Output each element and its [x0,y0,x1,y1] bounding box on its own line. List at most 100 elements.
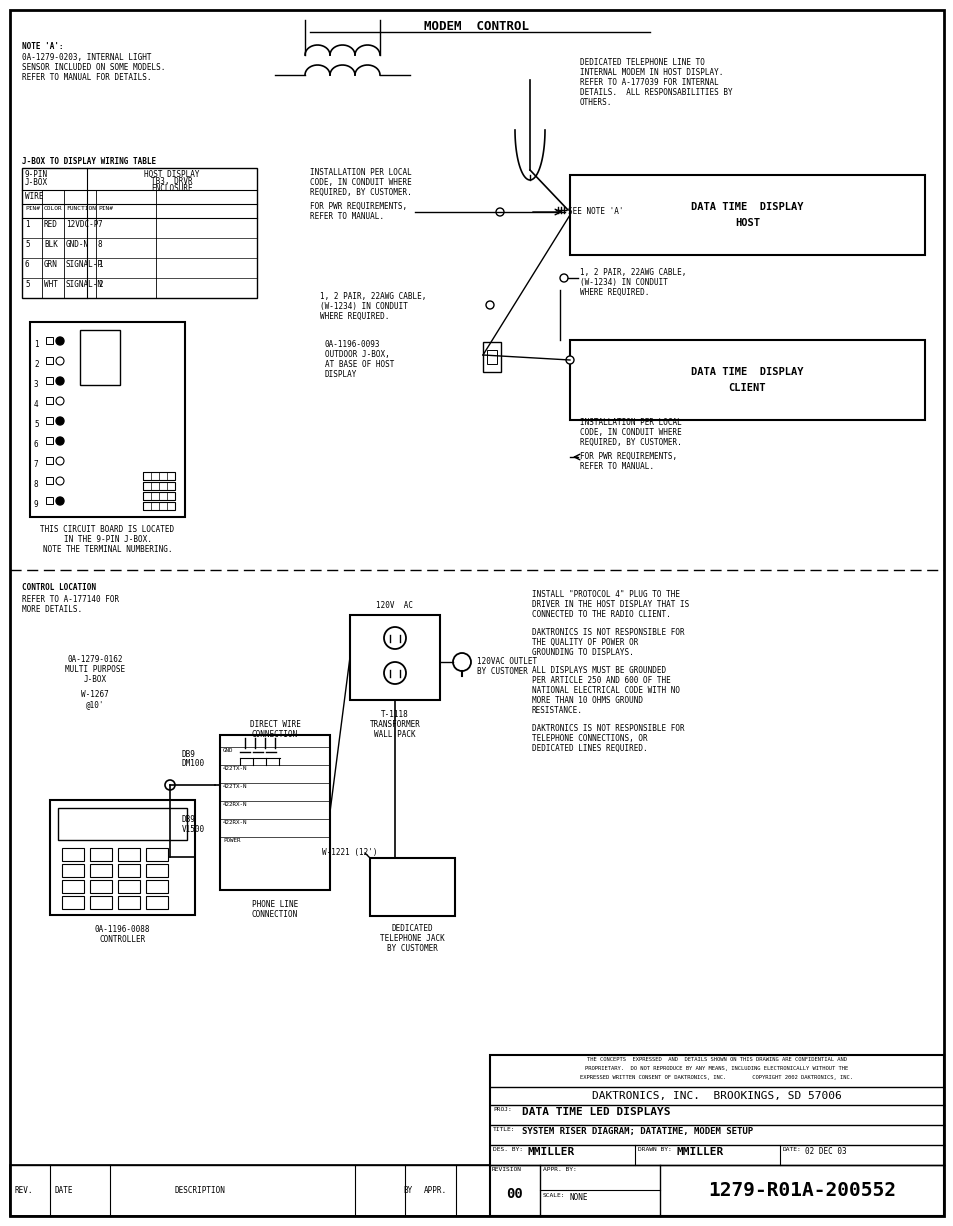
Bar [46,436,53,444]
Text: TELEPHONE CONNECTIONS, OR: TELEPHONE CONNECTIONS, OR [532,734,647,743]
Text: 00: 00 [506,1188,523,1201]
Text: J-BOX: J-BOX [25,178,48,188]
Text: 3: 3 [34,380,38,389]
Text: GND: GND [223,748,233,753]
Text: THE QUALITY OF POWER OR: THE QUALITY OF POWER OR [532,638,638,647]
Circle shape [565,356,574,364]
Text: DATA TIME LED DISPLAYS: DATA TIME LED DISPLAYS [521,1107,670,1117]
Text: REQUIRED, BY CUSTOMER.: REQUIRED, BY CUSTOMER. [310,188,412,197]
Text: ALL DISPLAYS MUST BE GROUNDED: ALL DISPLAYS MUST BE GROUNDED [532,666,665,676]
Text: EXPRESSED WRITTEN CONSENT OF DAKTRONICS, INC.        COPYRIGHT 2002 DAKTRONICS, : EXPRESSED WRITTEN CONSENT OF DAKTRONICS,… [579,1075,853,1080]
Text: 5: 5 [25,280,30,289]
Text: 422TX-N: 422TX-N [223,766,247,771]
Bar [62,864,84,877]
Text: PIN#: PIN# [98,206,112,211]
Text: DISPLAY: DISPLAY [325,370,357,379]
Text: CONTROLLER: CONTROLLER [99,935,146,944]
Bar [46,337,53,345]
Bar [58,808,187,840]
Text: NATIONAL ELECTRICAL CODE WITH NO: NATIONAL ELECTRICAL CODE WITH NO [532,687,679,695]
Bar [486,349,497,364]
Bar [46,457,53,463]
Text: WHERE REQUIRED.: WHERE REQUIRED. [579,288,649,297]
Text: BY: BY [403,1186,413,1195]
Text: REFER TO MANUAL FOR DETAILS.: REFER TO MANUAL FOR DETAILS. [22,74,152,82]
Bar [46,417,53,424]
Text: MORE DETAILS.: MORE DETAILS. [22,604,82,614]
Text: T-1118: T-1118 [381,710,409,718]
Text: 0A-1279-0203, INTERNAL LIGHT: 0A-1279-0203, INTERNAL LIGHT [22,53,152,63]
Text: DATE: DATE [55,1186,73,1195]
Bar [118,848,140,861]
Circle shape [56,378,64,385]
Text: 422TX-N: 422TX-N [223,783,247,790]
Text: INSTALL "PROTOCOL 4" PLUG TO THE: INSTALL "PROTOCOL 4" PLUG TO THE [532,590,679,600]
Text: NONE: NONE [569,1193,588,1201]
Circle shape [559,273,567,282]
Text: CLIENT: CLIENT [728,383,765,394]
Text: TITLE:: TITLE: [493,1127,515,1132]
Bar [46,477,53,484]
Bar [62,896,84,908]
Bar [143,472,174,481]
Text: WHERE REQUIRED.: WHERE REQUIRED. [319,311,389,321]
Text: REQUIRED, BY CUSTOMER.: REQUIRED, BY CUSTOMER. [579,438,681,447]
Text: DB9: DB9 [182,750,195,759]
Text: 0A-1196-0088: 0A-1196-0088 [94,924,150,934]
Bar [46,378,53,384]
Text: AT BASE OF HOST: AT BASE OF HOST [325,360,394,369]
Text: DM100: DM100 [182,759,205,767]
Circle shape [56,497,64,505]
Bar [118,896,140,908]
Text: REFER TO A-177039 FOR INTERNAL: REFER TO A-177039 FOR INTERNAL [579,78,718,87]
Text: OUTDOOR J-BOX,: OUTDOOR J-BOX, [325,349,390,359]
Text: 1: 1 [98,260,103,268]
Bar [490,1056,943,1216]
Text: DRAWN BY:: DRAWN BY: [638,1148,671,1152]
Text: PHONE LINE: PHONE LINE [252,900,297,908]
Text: SCALE:: SCALE: [542,1193,565,1198]
Text: DEDICATED TELEPHONE LINE TO: DEDICATED TELEPHONE LINE TO [579,58,704,67]
Bar [350,615,439,700]
Text: 0A-1196-0093: 0A-1196-0093 [325,340,380,349]
Text: CONNECTED TO THE RADIO CLIENT.: CONNECTED TO THE RADIO CLIENT. [532,611,670,619]
Text: INSTALLATION PER LOCAL: INSTALLATION PER LOCAL [579,418,681,427]
Text: COLOR: COLOR [44,206,63,211]
Text: 120VAC OUTLET: 120VAC OUTLET [476,657,537,666]
Text: MMILLER: MMILLER [677,1148,723,1157]
Text: 7: 7 [98,219,103,229]
Circle shape [56,417,64,425]
Text: REFER TO MANUAL.: REFER TO MANUAL. [310,212,384,221]
Text: 9-PIN: 9-PIN [25,170,48,179]
Bar [118,864,140,877]
Text: DEDICATED: DEDICATED [392,924,433,933]
Text: 0A-1279-0162: 0A-1279-0162 [67,655,123,664]
Text: FOR PWR REQUIREMENTS,: FOR PWR REQUIREMENTS, [310,202,407,211]
Text: DATE:: DATE: [782,1148,801,1152]
Text: 1: 1 [34,340,38,349]
Text: DAKTRONICS, INC.  BROOKINGS, SD 57006: DAKTRONICS, INC. BROOKINGS, SD 57006 [592,1091,841,1101]
Text: PER ARTICLE 250 AND 600 OF THE: PER ARTICLE 250 AND 600 OF THE [532,676,670,685]
Bar [10,1165,490,1216]
Text: DATA TIME  DISPLAY: DATA TIME DISPLAY [691,202,803,212]
Text: HOST: HOST [734,218,760,228]
Text: CONNECTION: CONNECTION [252,910,297,920]
Text: NOTE 'A':: NOTE 'A': [22,42,64,51]
Text: 1, 2 PAIR, 22AWG CABLE,: 1, 2 PAIR, 22AWG CABLE, [579,268,685,277]
Text: SIGNAL-N: SIGNAL-N [66,280,103,289]
Text: 422RX-N: 422RX-N [223,802,247,807]
Circle shape [56,436,64,445]
Text: MULTI PURPOSE: MULTI PURPOSE [65,664,125,674]
Text: HOST DISPLAY: HOST DISPLAY [144,170,199,179]
Text: TELEPHONE JACK: TELEPHONE JACK [379,934,444,943]
Text: WHT: WHT [44,280,58,289]
Text: INSTALLATION PER LOCAL: INSTALLATION PER LOCAL [310,168,412,177]
Circle shape [496,208,503,216]
Text: V1500: V1500 [182,825,205,834]
Text: REVISION: REVISION [492,1167,521,1172]
Text: 2: 2 [98,280,103,289]
Text: 120V  AC: 120V AC [376,601,413,611]
Text: 12VDC-P: 12VDC-P [66,219,98,229]
Bar [90,848,112,861]
Text: MODEM  CONTROL: MODEM CONTROL [424,20,529,33]
